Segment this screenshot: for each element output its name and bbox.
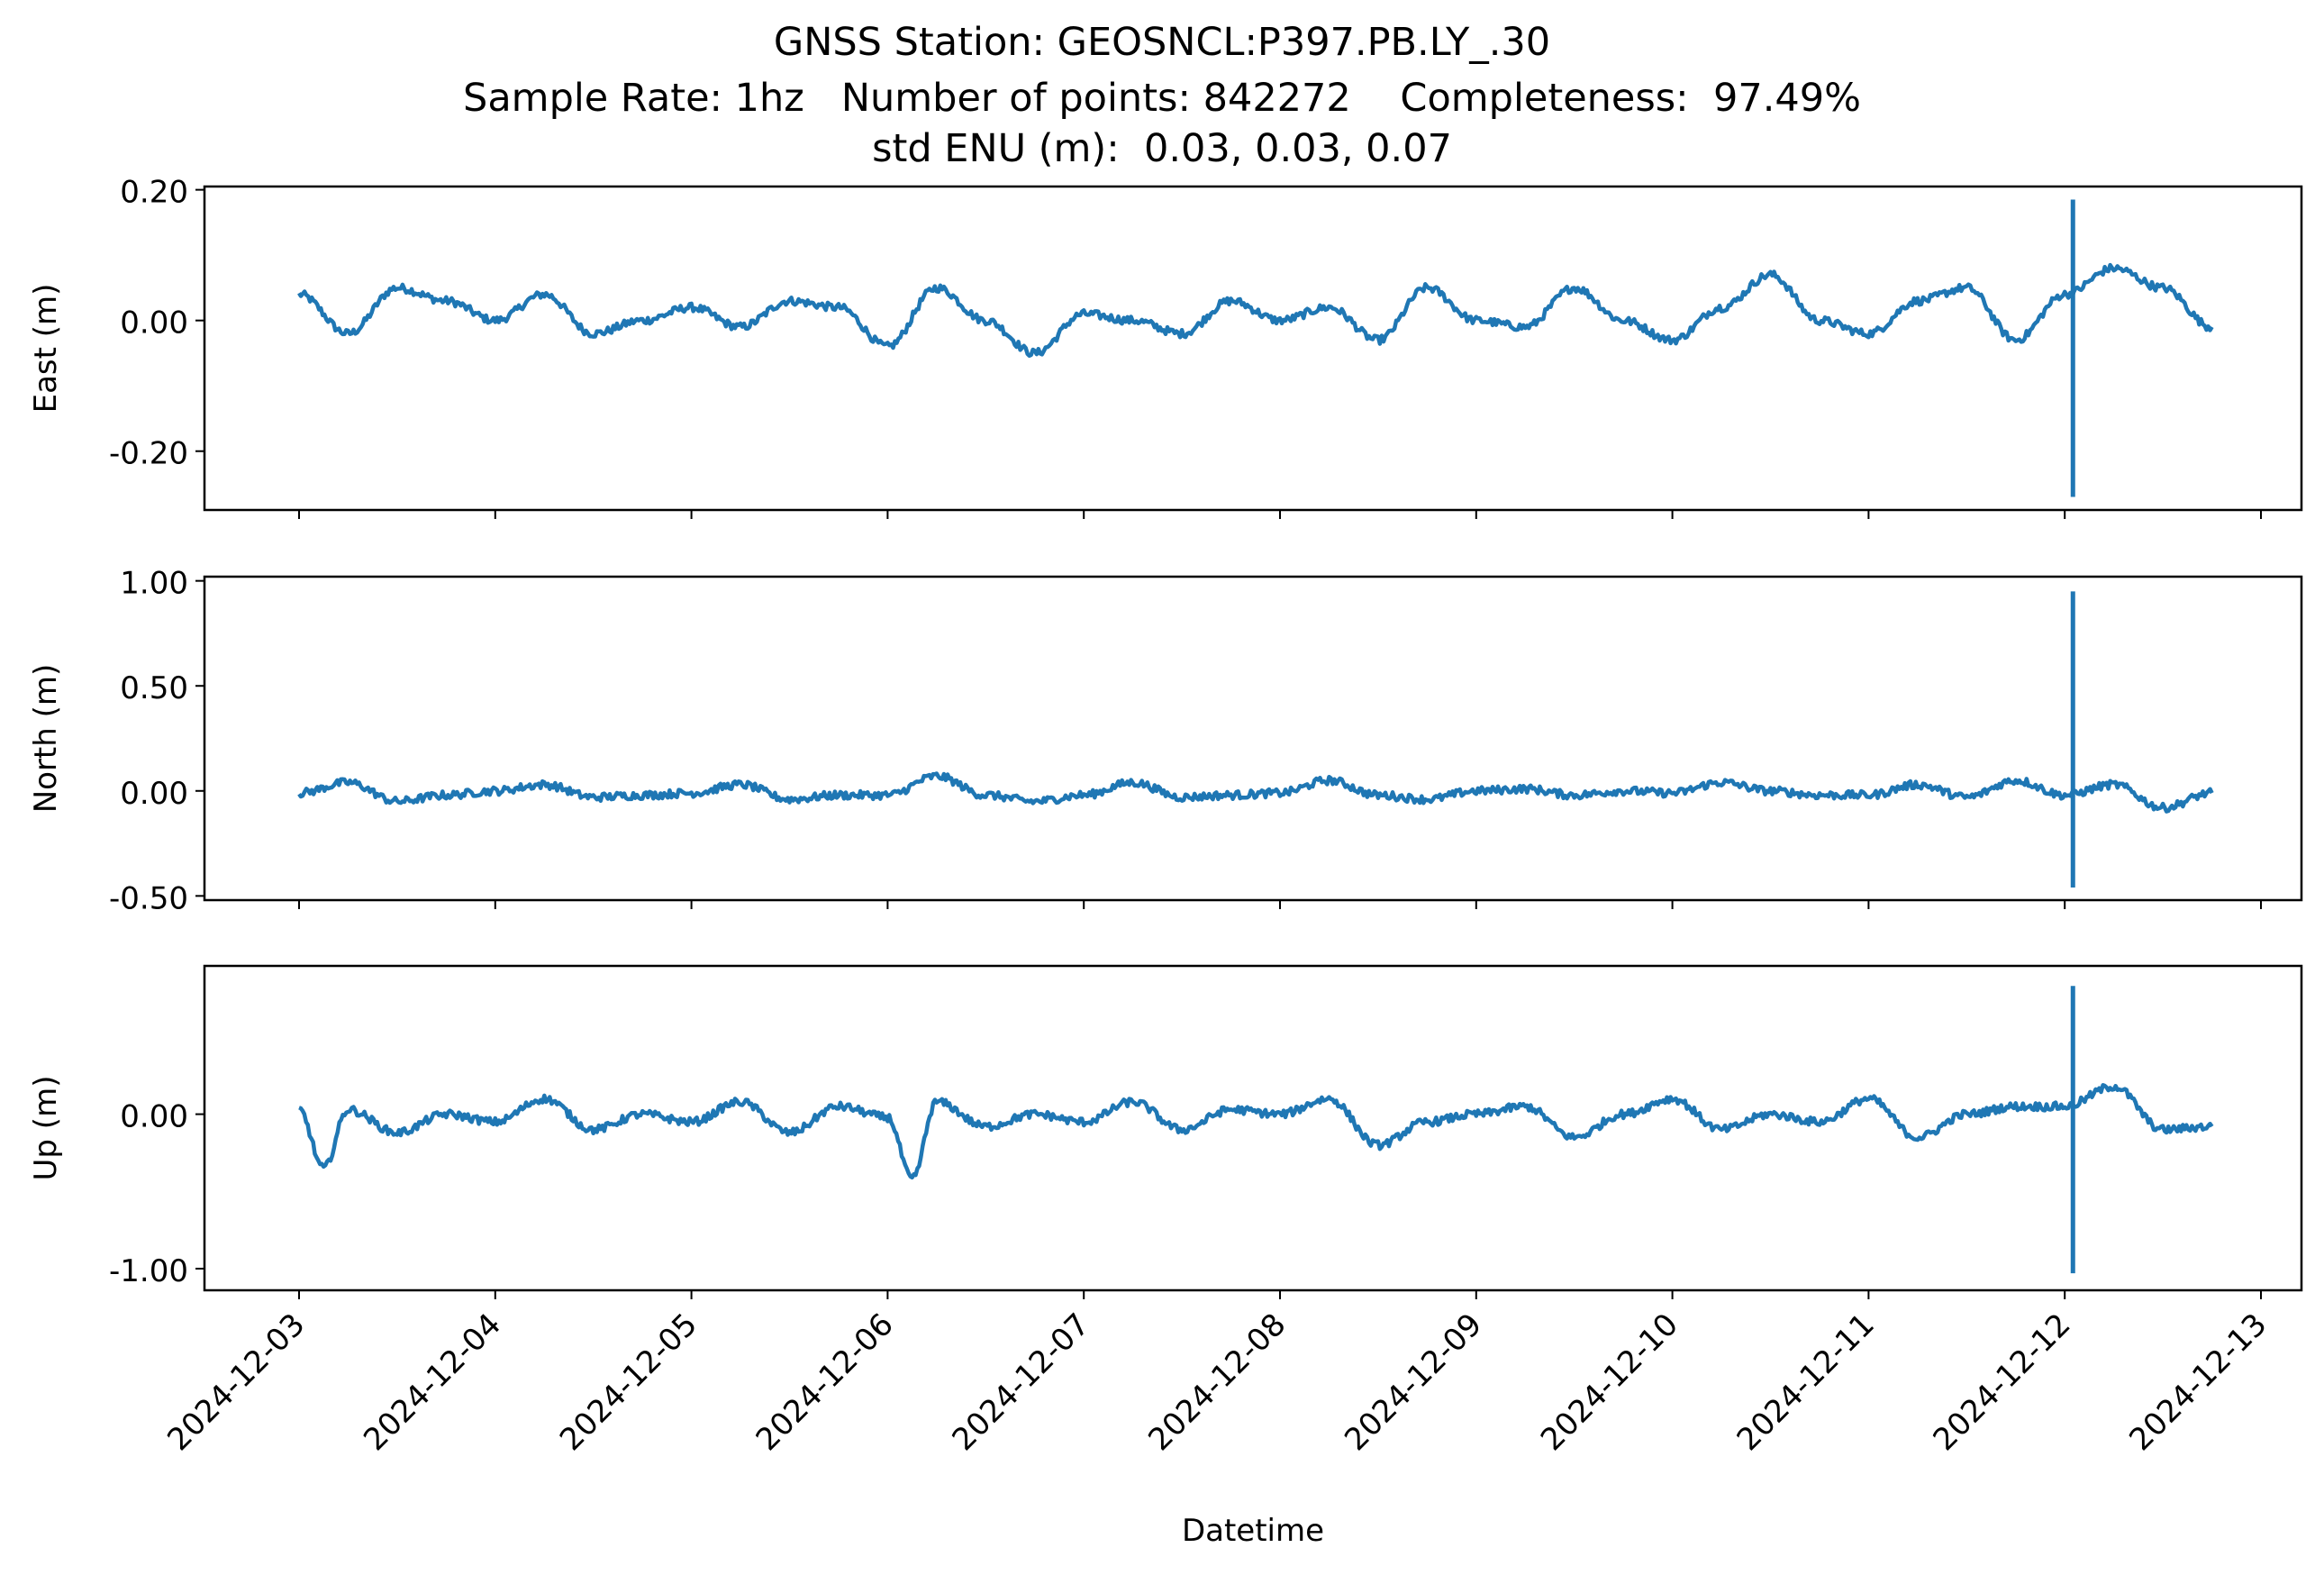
y-tick-label: -0.20 [109,436,188,472]
chart-title: GNSS Station: GEOSNCL:P397.PB.LY_.30 [773,20,1551,65]
axes-frame-1 [203,575,2303,902]
x-tick-label: 2024-12-03 [160,1306,312,1458]
y-tick-label: 0.50 [120,670,188,706]
x-tick-label: 2024-12-07 [946,1306,1097,1458]
x-tick-label: 2024-12-05 [553,1306,704,1458]
x-tick-label: 2024-12-09 [1338,1306,1489,1458]
x-axis-label: Datetime [1182,1513,1324,1549]
y-tick-label: 0.20 [120,175,188,211]
axes-frame-2 [203,964,2303,1292]
y-axis-label: Up (m) [28,1076,64,1181]
y-tick-label: -0.50 [109,880,188,916]
x-tick-label: 2024-12-12 [1927,1306,2078,1458]
y-tick-label: -1.00 [109,1253,188,1289]
y-tick-label: 0.00 [120,776,188,812]
chart-subtitle-std: std ENU (m): 0.03, 0.03, 0.07 [872,126,1452,171]
x-tick-label: 2024-12-08 [1141,1306,1293,1458]
x-tick-label: 2024-12-11 [1730,1306,1882,1458]
x-tick-label: 2024-12-04 [357,1306,508,1458]
y-tick-label: 1.00 [120,566,188,602]
series-line-east [297,262,2214,359]
axes-frame-0 [203,185,2303,512]
series-line-up [298,1083,2214,1180]
x-tick-label: 2024-12-06 [749,1306,901,1458]
series-line-north [297,771,2214,814]
y-axis-label: East (m) [28,284,64,414]
x-tick-label: 2024-12-13 [2122,1306,2274,1458]
y-tick-label: 0.00 [120,1099,188,1135]
x-tick-label: 2024-12-10 [1534,1306,1685,1458]
chart-subtitle: Sample Rate: 1hz Number of points: 84227… [463,76,1861,121]
y-axis-label: North (m) [28,664,64,814]
y-tick-label: 0.00 [120,305,188,341]
